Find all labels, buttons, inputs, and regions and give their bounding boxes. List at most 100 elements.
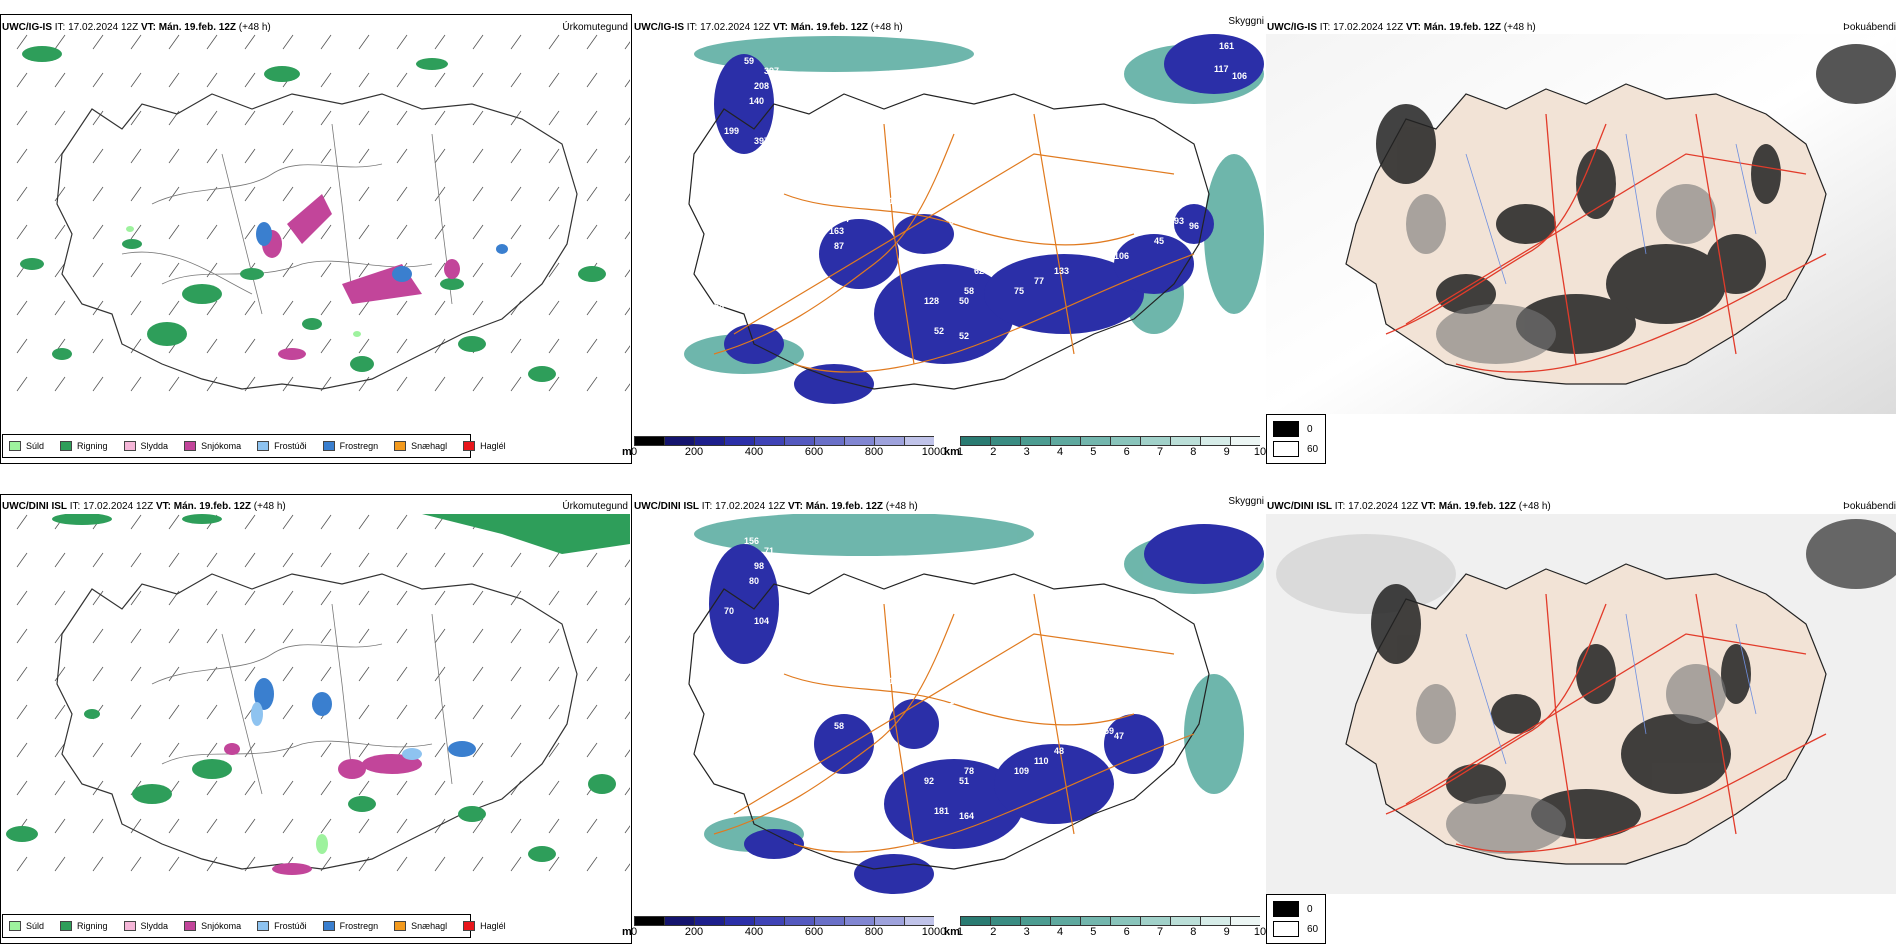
wind-barb [434,704,446,720]
wind-barb [434,72,446,88]
cloud-base-value: 50 [724,291,734,301]
cloud-base-value: 45 [1154,236,1164,246]
wind-barb [434,742,446,758]
wind-barb [586,376,598,392]
wind-barb [130,224,142,240]
scale-cell [1080,436,1110,446]
wind-barb [586,148,598,164]
wind-barb [54,856,66,872]
scale-cell [874,436,904,446]
wind-barb [130,742,142,758]
wind-barb [168,856,180,872]
wind-barb [510,110,522,126]
scale-cell [664,916,694,926]
wind-barb [16,514,28,530]
wind-barb [624,193,630,202]
wind-barb [244,590,256,606]
scale-tick-label: 3 [1023,926,1030,938]
panel-2-header: UWC/IG-IS IT: 17.02.2024 12Z VT: Mán. 19… [634,22,903,33]
wind-barb [320,34,332,50]
wind-barb [282,514,294,530]
scale-tick-label: 1 [956,926,964,938]
wind-barb [168,704,180,720]
wind-barb [206,34,218,50]
wind-barb [320,262,332,278]
wind-barb [92,110,104,126]
wind-barb [92,780,104,796]
fog-map-2 [1266,514,1896,894]
scale-cell [1020,916,1050,926]
scale-tick-label: 8 [1190,926,1197,938]
scale-cell [814,436,844,446]
scale-tick-label: 1000 [921,926,947,938]
wind-barb [92,148,104,164]
wind-barb [16,300,28,316]
wind-barb [510,376,522,392]
scale-tick-label: 800 [864,446,884,458]
wind-barb [624,787,630,796]
scale-cell [1110,916,1140,926]
scale-tick-label: 7 [1156,446,1164,458]
wind-barb [16,590,28,606]
wind-barb [510,818,522,834]
scale-cell [904,916,934,926]
fog-title-1: Þokuábendi [1843,22,1896,33]
wind-barb [396,628,408,644]
scale-cell [904,436,934,446]
wind-barb [624,383,630,392]
cloud-base-value: 41 [694,306,704,316]
wind-barb [434,628,446,644]
wind-barb [130,552,142,568]
scale-cell [754,916,784,926]
wind-barb [358,110,370,126]
wind-barb [54,590,66,606]
cloud-base-value: 91 [884,676,894,686]
cloud-base-value: 93 [1004,706,1014,716]
cloud-base-value: 151 [949,696,964,706]
wind-barb [586,628,598,644]
wind-barb [16,34,28,50]
wind-barb [54,34,66,50]
wind-barb [510,224,522,240]
wind-barb [92,666,104,682]
scale-tick-label: 200 [684,446,704,458]
precip-legend-2: Súld Rigning Slydda Snjókoma Frostúði Fr… [2,914,506,938]
wind-barb [548,34,560,50]
wind-barb [358,72,370,88]
wind-barb [206,856,218,872]
wind-barb [358,300,370,316]
wind-barb [586,666,598,682]
cloud-base-value: 114 [844,676,859,686]
legend-item-rigning: Rigning [60,441,108,451]
wind-barb [586,72,598,88]
wind-barb [168,552,180,568]
wind-barb [510,34,522,50]
wind-barb [472,742,484,758]
wind-barb [244,818,256,834]
scale-cell [1230,436,1260,446]
cloud-base-value: 48 [1054,746,1064,756]
wind-barb [396,148,408,164]
scale-tick-label: 2 [990,926,997,938]
wind-barb [510,72,522,88]
scale-tick-label: 5 [1090,446,1097,458]
wind-barb [472,34,484,50]
wind-barb [282,148,294,164]
wind-barb [206,780,218,796]
cloud-base-value: 80 [749,576,759,586]
cloud-base-value: 98 [754,561,764,571]
scale-cell [960,436,990,446]
wind-barb [130,186,142,202]
scale-cell [960,916,990,926]
wind-barb [358,186,370,202]
panel-4-header: UWC/DINI ISL IT: 17.02.2024 12Z VT: Mán.… [2,501,286,512]
wind-barb [320,300,332,316]
scale-cell [1110,436,1140,446]
wind-barb [320,148,332,164]
scale-tick-label: 6 [1123,446,1130,458]
wind-barb [54,666,66,682]
cloud-base-value: 83 [949,216,959,226]
wind-barb [396,818,408,834]
wind-barb [624,41,630,50]
precip-type-map-1 [16,34,630,392]
